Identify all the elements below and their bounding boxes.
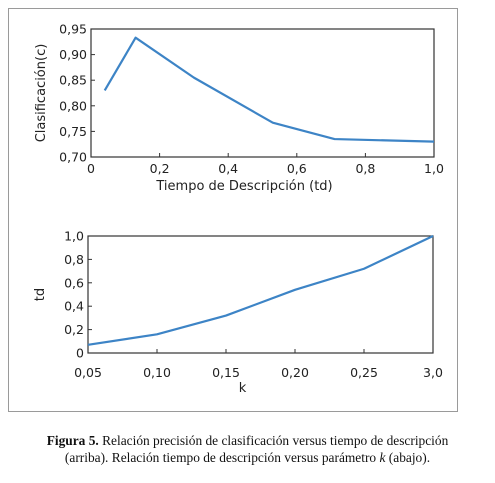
chart2-plot-area xyxy=(87,235,434,354)
chart2-series-line xyxy=(87,235,434,346)
chart1-x-tick-label: 0,8 xyxy=(355,161,375,176)
chart1-y-tick-label: 0,90 xyxy=(59,47,87,62)
figure-frame xyxy=(8,8,458,412)
chart2-y-axis-label: td xyxy=(33,288,48,301)
chart1-y-tick-label: 0,75 xyxy=(59,124,87,139)
chart1-x-tick-label: 0 xyxy=(87,161,95,176)
chart1-y-axis-label: Clasificación(c) xyxy=(34,44,49,143)
chart2-y-tick-label: 0,2 xyxy=(64,322,84,337)
chart2-y-tick-label: 0,6 xyxy=(64,275,84,290)
chart2-x-tick-label: 0,25 xyxy=(350,365,378,380)
chart1-x-tick-label: 1,0 xyxy=(424,161,444,176)
chart2-x-tick-label: 3,0 xyxy=(423,365,443,380)
chart1-y-tick-label: 0,70 xyxy=(59,150,87,165)
chart2-x-tick-label: 0,15 xyxy=(212,365,240,380)
chart2-x-axis-label: k xyxy=(239,381,247,396)
chart1-series-line xyxy=(103,36,435,143)
chart2-y-tick-label: 0,8 xyxy=(64,252,84,267)
chart1-y-tick-label: 0,95 xyxy=(59,22,87,37)
figure-charts: 0,700,750,800,850,900,950 0,2 0,4 0,6 0,8 1,0… xyxy=(33,22,444,397)
chart2-y-tick-label: 1,0 xyxy=(64,229,84,244)
chart2-y-tick-label: 0 xyxy=(76,346,84,361)
figure-caption: Figura 5. Relación precisión de clasific… xyxy=(0,432,495,466)
chart1-y-tick-label: 0,80 xyxy=(59,98,87,113)
chart2-x-tick-label: 0,05 xyxy=(74,365,102,380)
chart1-x-tick-label: 0,4 xyxy=(218,161,238,176)
chart1-x-axis-label: Tiempo de Descripción (td) xyxy=(155,179,332,194)
chart1-x-tick-label: 0,6 xyxy=(287,161,307,176)
chart1-plot-area xyxy=(90,28,435,158)
chart2-x-tick-label: 0,20 xyxy=(281,365,309,380)
chart1-x-tick-label: 0,2 xyxy=(150,161,170,176)
caption-line1: Relación precisión de clasificación vers… xyxy=(98,433,449,448)
chart1-y-tick-label: 0,85 xyxy=(59,73,87,88)
caption-label: Figura 5. xyxy=(46,433,99,448)
chart2-x-tick-label: 0,10 xyxy=(143,365,171,380)
chart2-y-tick-label: 0,4 xyxy=(64,299,84,314)
caption-line2a: (arriba). Relación tiempo de descripción… xyxy=(64,450,380,465)
caption-line2b: (abajo). xyxy=(385,450,431,465)
caption-k: k xyxy=(379,450,386,465)
